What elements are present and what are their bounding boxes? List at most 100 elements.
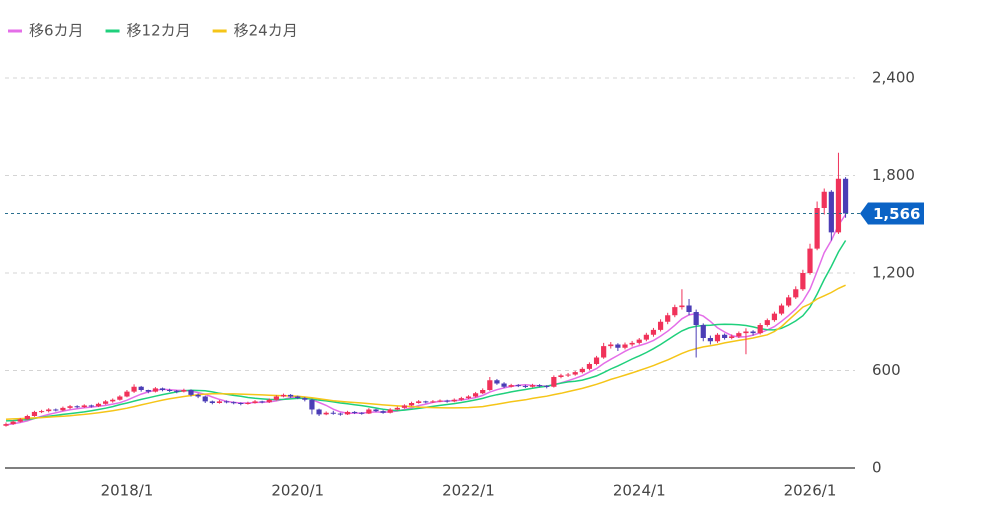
candle-body <box>181 390 187 392</box>
candle-body <box>280 394 287 397</box>
candle-body <box>195 394 201 397</box>
candle-body <box>537 385 543 387</box>
candle-body <box>615 344 621 348</box>
candle-body <box>387 409 393 413</box>
candle-body <box>145 390 151 392</box>
candle-body <box>401 405 408 408</box>
moving-average-line <box>5 214 847 426</box>
candle-body <box>771 313 778 321</box>
candle-body <box>223 401 230 403</box>
candle-body <box>515 385 521 387</box>
candle-body <box>786 297 792 306</box>
candle-body <box>579 368 585 373</box>
legend-label: 移24カ月 <box>234 22 298 40</box>
candle-body <box>323 412 329 415</box>
candle-body <box>679 305 685 308</box>
candle-body <box>472 393 479 397</box>
legend-label: 移6カ月 <box>29 22 84 40</box>
candle-body <box>423 401 429 403</box>
candle-body <box>10 421 16 425</box>
candle-body <box>636 339 642 343</box>
candle-body <box>764 320 770 325</box>
legend: 移6カ月 移12カ月 移24カ月 <box>8 22 298 40</box>
candle-body <box>110 399 116 402</box>
candle-body <box>565 374 571 376</box>
candle-body <box>608 344 614 347</box>
candle-body <box>266 399 272 403</box>
candle-body <box>245 403 251 404</box>
candle-body <box>124 391 130 397</box>
candle-body <box>736 333 742 337</box>
candle-body <box>650 329 657 335</box>
candle-body <box>572 372 578 375</box>
candle-body <box>821 191 827 208</box>
x-tick-label: 2022/1 <box>442 482 495 500</box>
candle-body <box>551 377 557 387</box>
candle-body <box>842 178 849 214</box>
candle-body <box>138 386 144 390</box>
candle-body <box>3 424 9 426</box>
candle-body <box>38 411 45 413</box>
candle-body <box>601 346 607 358</box>
candle-body <box>437 400 443 402</box>
candle-body <box>814 208 820 249</box>
candle-body <box>835 178 842 233</box>
candle-body <box>202 396 208 402</box>
candle-body <box>394 407 400 410</box>
candle-body <box>103 401 109 404</box>
candle-body <box>373 409 379 412</box>
x-tick-label: 2020/1 <box>271 482 324 500</box>
candle-body <box>167 390 173 391</box>
candle-body <box>17 419 23 422</box>
candle-body <box>295 396 301 399</box>
moving-average-line <box>5 284 846 421</box>
candle-body <box>408 403 415 406</box>
candle-body <box>522 385 528 387</box>
candle-body <box>216 401 223 403</box>
candle-body <box>444 400 450 402</box>
candle-body <box>380 411 386 413</box>
candle-body <box>366 409 372 414</box>
candle-body <box>74 406 80 408</box>
candle-body <box>657 321 664 330</box>
candle-body <box>359 412 365 414</box>
candle-body <box>273 396 279 400</box>
candle-body <box>707 338 713 342</box>
candle-body <box>778 305 785 314</box>
y-tick-label: 2,400 <box>872 69 915 87</box>
candle-body <box>714 334 721 342</box>
candle-body <box>81 405 87 408</box>
candle-body <box>800 273 806 290</box>
y-tick-label: 1,200 <box>872 264 915 282</box>
candle-body <box>53 409 59 411</box>
candle-body <box>487 380 493 390</box>
candle-body <box>337 413 344 415</box>
candle-body <box>302 398 308 400</box>
candle-body <box>95 403 102 407</box>
candle-body <box>209 401 215 403</box>
candle-body <box>750 331 756 334</box>
x-tick-label: 2024/1 <box>613 482 666 500</box>
candle-body <box>757 325 763 334</box>
candle-body <box>686 305 692 312</box>
candle-body <box>24 416 30 420</box>
candle-body <box>117 396 123 400</box>
candle-body <box>458 398 464 400</box>
candle-body <box>558 375 564 377</box>
candle-body <box>465 396 472 399</box>
candle-body <box>231 402 237 404</box>
moving-average-line <box>5 240 847 422</box>
candle-body <box>31 411 38 416</box>
candle-body <box>586 364 593 369</box>
candle-body <box>593 357 600 364</box>
candle-body <box>316 409 322 415</box>
candle-body <box>643 334 649 340</box>
candle-body <box>131 386 137 392</box>
candle-body <box>729 336 735 338</box>
candle-body <box>672 307 678 316</box>
legend-label: 移12カ月 <box>127 22 191 40</box>
candle-body <box>188 390 194 395</box>
candle-body <box>67 406 73 408</box>
last-price-tag <box>860 202 924 225</box>
candle-body <box>529 385 536 387</box>
